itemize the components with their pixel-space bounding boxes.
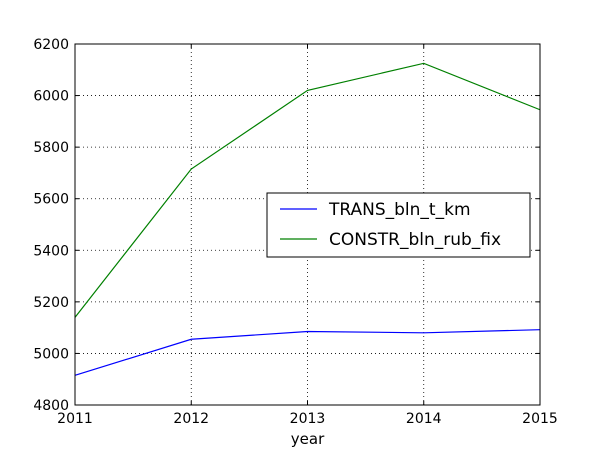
y-tick-label: 5800 [33, 140, 69, 156]
y-tick-label: 6200 [33, 37, 69, 53]
series-line-CONSTR_bln_rub_fix [74, 62, 541, 318]
axis-ticks: 2011 2012 2013 2014 2015 4800 5000 5200 5400 5600… [33, 37, 557, 427]
y-tick-label: 4800 [33, 398, 69, 414]
x-axis-label: year [291, 430, 325, 448]
legend-box [266, 192, 531, 258]
series-layer [74, 62, 541, 376]
x-tick-label: 2012 [173, 411, 209, 427]
legend-label: CONSTR_bln_rub_fix [329, 230, 501, 250]
y-tick-label: 6000 [33, 89, 69, 105]
x-tick-label: 2011 [57, 411, 93, 427]
y-tick-label: 5200 [33, 295, 69, 311]
series-line-TRANS_bln_t_km [74, 329, 541, 376]
x-tick-label: 2014 [406, 411, 442, 427]
y-tick-label: 5400 [33, 243, 69, 259]
y-tick-label: 5000 [33, 346, 69, 362]
legend: TRANS_bln_t_km CONSTR_bln_rub_fix [266, 192, 531, 258]
y-tick-label: 5600 [33, 192, 69, 208]
x-tick-label: 2013 [290, 411, 326, 427]
x-tick-label: 2015 [522, 411, 558, 427]
legend-label: TRANS_bln_t_km [328, 200, 471, 220]
